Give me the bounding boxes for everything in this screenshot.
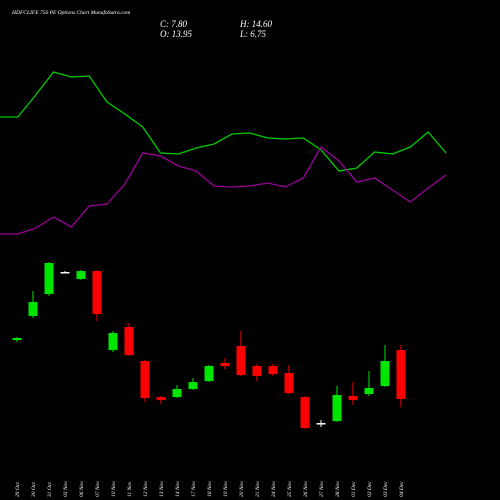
candle-body [220,363,230,367]
candle-body [44,262,54,294]
close-label: C: 7.80 [160,19,188,29]
candle-body [76,271,86,280]
candle-body [28,302,38,316]
high-label: H: 14.60 [239,19,272,29]
x-tick-label: 03 Nov [63,481,69,497]
low-label: L: 6.75 [239,29,267,39]
x-tick-label: 04 Dec [398,481,405,497]
candle-body [396,350,406,400]
x-tick-label: 21 Nov [255,481,261,497]
x-tick-label: 14 Nov [174,481,181,497]
candle-body [92,271,102,314]
candle-body [332,395,342,422]
x-tick-label: 06 Nov [79,481,85,497]
candle-body [268,366,278,375]
x-tick-label: 03 Dec [383,481,389,497]
candle-body [316,423,326,425]
indicator-line [0,146,447,235]
candle-body [284,373,294,394]
candle-body [236,346,246,376]
candle-body [204,366,214,382]
x-tick-label: 30 Oct [31,482,37,498]
x-tick-label: 17 Nov [191,481,197,497]
x-tick-label: 02 Dec [367,481,373,497]
candle-body [380,361,390,387]
candle-body [172,388,182,398]
candle-body [348,396,358,401]
x-tick-label: 19 Nov [223,481,229,497]
x-tick-label: 20 Nov [239,481,245,497]
candle-body [124,326,134,356]
x-tick-label: 27 Nov [319,481,325,497]
x-tick-label: 18 Nov [207,481,213,497]
candle-body [12,337,22,341]
candle-body [252,366,262,377]
candle-body [300,397,310,429]
candle-body [156,397,166,401]
x-tick-label: 26 Nov [303,481,309,497]
x-tick-label: 11 Nov [127,481,133,497]
x-tick-label: 07 Nov [95,481,101,497]
indicator-line [0,71,447,172]
x-tick-label: 13 Nov [159,481,165,497]
x-tick-label: 31 Oct [47,482,53,498]
x-tick-label: 28 Nov [335,481,341,497]
candle-body [140,361,150,398]
candle-body [364,388,374,395]
x-tick-label: 29 Oct [15,482,21,497]
x-tick-label: 01 Dec [351,481,357,497]
x-tick-label: 12 Nov [143,481,149,497]
open-label: O: 13.95 [160,29,192,39]
candle-body [188,382,198,389]
candle-body [60,271,70,274]
chart-title: HDFCLIFE 750 PE Options Chart MunafaSutr… [11,9,130,16]
x-tick-label: 24 Nov [270,481,277,497]
x-tick-label: 25 Nov [287,481,293,497]
candle-body [108,333,118,351]
x-tick-label: 10 Nov [111,481,117,497]
